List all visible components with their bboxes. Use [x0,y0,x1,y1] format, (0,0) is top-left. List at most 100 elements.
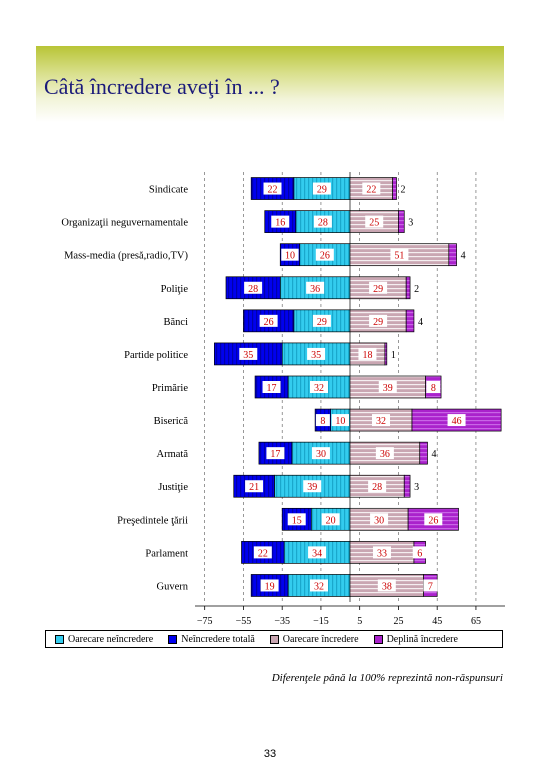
data-label-oarecare_incredere: 39 [383,383,393,394]
x-tick-label: 25 [393,616,403,627]
category-labels-layer: Sindicate Organizaţii neguvernamentale Mas… [61,185,188,593]
data-label-bg [245,480,264,493]
data-label-bg [271,215,290,228]
data-label-neincredere_totala: 35 [243,350,253,361]
data-label-oarecare_neincredere: 10 [335,416,345,427]
data-label-deplina_incredere: 7 [428,581,433,592]
x-tick-label: −35 [274,616,290,627]
data-label-oarecare_incredere: 18 [362,350,372,361]
data-label-oarecare_incredere: 30 [374,515,384,526]
legend-item-oarecare_neincredere: Oarecare neîncredere [55,634,153,645]
data-label-bg [260,579,279,592]
legend-item-oarecare_incredere: Oarecare încredere [269,633,359,645]
category-label: Poliţie [161,284,189,295]
data-label-oarecare_neincredere: 35 [311,350,321,361]
title-band [36,46,504,122]
bar-deplina_incredere [405,309,415,333]
data-label-bg [308,546,327,559]
category-label: Biserică [154,416,189,427]
page-title: Câtă încredere aveţi în ... ? [44,74,280,99]
data-label-deplina_incredere: 8 [431,383,436,394]
data-label-oarecare_incredere: 38 [382,581,392,592]
bar-deplina_incredere [448,243,457,267]
legend-swatch [55,634,64,644]
data-label-deplina_incredere: 4 [461,251,466,262]
data-label-deplina_incredere: 46 [452,416,462,427]
data-label-bg [412,546,427,559]
legend-item-neincredere_totala: Neîncredere totală [168,634,255,645]
data-label-oarecare_neincredere: 26 [320,251,330,262]
data-label-oarecare_incredere: 28 [372,482,382,493]
data-label-deplina_incredere: 26 [428,515,438,526]
data-label-deplina_incredere: 6 [417,548,422,559]
data-label-bg [266,447,285,460]
data-label-deplina_incredere: 3 [408,218,413,229]
x-tick-label: −15 [313,616,329,627]
x-tick-label: 5 [357,616,362,627]
data-label-bg [306,281,325,294]
data-label-bg [321,513,340,526]
data-label-oarecare_incredere: 22 [366,185,376,196]
data-label-bg [370,513,389,526]
data-label-neincredere_totala: 22 [268,185,278,196]
legend-label: Oarecare încredere [282,633,359,645]
data-label-oarecare_incredere: 25 [369,218,379,229]
page-number: 33 [263,748,277,760]
legend-swatch [168,634,178,644]
x-tick-label: 65 [471,616,481,627]
category-label: Justiţie [158,482,188,493]
category-label: Preşedintele ţării [117,515,188,526]
data-label-bg [447,414,466,427]
data-label-oarecare_incredere: 33 [377,548,387,559]
data-label-bg [372,546,391,559]
data-label-oarecare_neincredere: 36 [310,284,320,295]
data-label-bg [311,447,330,460]
data-label-bg [372,414,390,427]
data-label-oarecare_incredere: 29 [373,284,383,295]
data-label-deplina_incredere: 2 [414,284,419,295]
bar-deplina_incredere [403,474,411,498]
data-label-bg [303,480,322,493]
data-label-bg [239,347,258,360]
data-label-oarecare_incredere: 36 [380,449,390,460]
legend-label: Oarecare neîncredere [68,633,154,645]
bar-deplina_incredere [398,210,405,233]
data-label-bg [368,480,387,493]
data-label-oarecare_neincredere: 28 [318,218,328,229]
data-label-bg [310,381,328,393]
data-label-bg [315,414,330,427]
x-tick-label: −55 [236,616,252,627]
category-label: Armată [157,449,189,460]
data-label-bg [423,579,438,592]
data-label-bg [263,182,282,195]
legend-swatch [269,634,279,644]
data-label-bg [390,248,409,261]
category-label: Guvern [157,581,189,592]
category-label: Parlament [145,548,188,559]
data-label-deplina_incredere: 1 [391,350,396,361]
data-label-bg [377,579,396,592]
data-label-bg [369,281,388,294]
data-label-oarecare_neincredere: 32 [314,581,324,592]
bar-deplina_incredere [419,441,428,465]
data-label-bg [313,215,332,228]
data-label-oarecare_incredere: 51 [394,251,404,262]
data-label-oarecare_neincredere: 30 [316,449,326,460]
data-label-deplina_incredere: 4 [432,449,437,460]
legend-item-deplina_incredere: Deplină încredere [373,634,458,645]
data-label-bg [426,381,441,393]
data-label-bg [375,447,394,460]
x-tick-label: 45 [432,616,442,627]
data-label-neincredere_totala: 22 [258,548,268,559]
data-label-bg [310,579,328,592]
data-label-neincredere_totala: 21 [249,482,259,493]
category-label: Mass-media (presă,radio,TV) [64,251,188,262]
legend: Oarecare neîncredere Neîncredere totală Oa… [45,630,503,648]
data-label-neincredere_totala: 26 [264,317,274,328]
data-label-bg [281,248,299,261]
data-label-bg [262,381,281,393]
footnote: Diferenţele până la 100% reprezintă non-… [271,672,503,684]
data-label-neincredere_totala: 16 [275,218,285,229]
